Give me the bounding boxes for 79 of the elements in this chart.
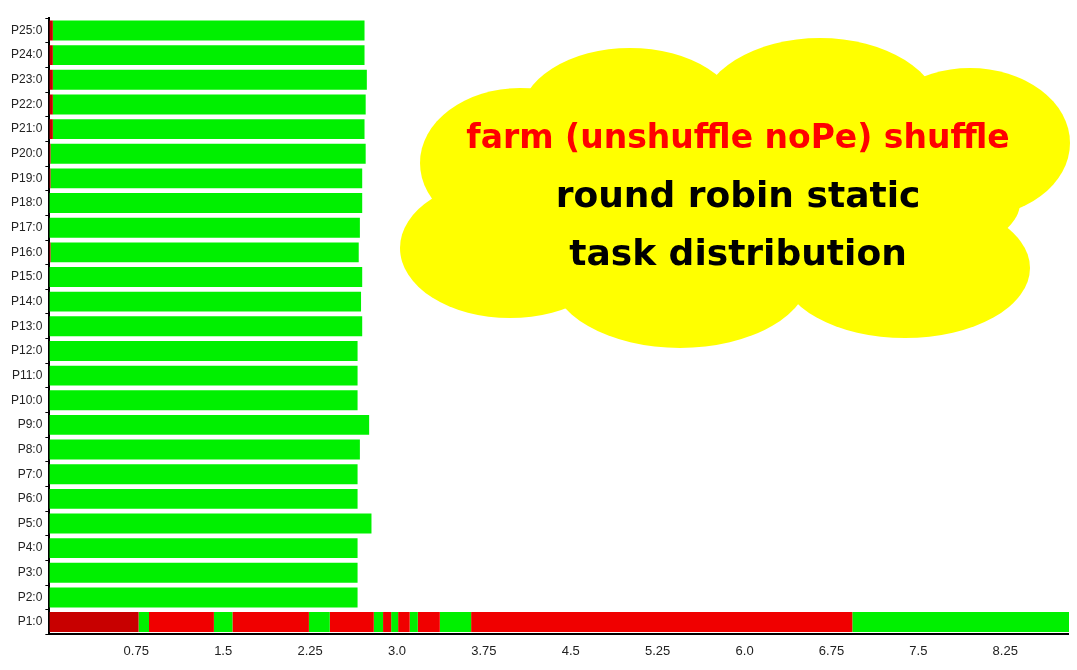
annotation: task distribution — [568, 231, 908, 275]
y-tick-label: P21:0 — [11, 121, 43, 136]
bar — [417, 612, 440, 633]
y-tick-label: P5:0 — [17, 515, 43, 530]
y-tick-label: P17:0 — [11, 220, 43, 235]
bar — [398, 612, 410, 633]
bar — [149, 612, 214, 633]
bar — [49, 488, 358, 509]
x-tick-label: 4.5 — [561, 642, 580, 658]
bar — [52, 45, 365, 66]
bar — [439, 612, 472, 633]
y-tick-label: P3:0 — [17, 565, 43, 580]
bar — [52, 119, 365, 140]
bar — [50, 168, 363, 189]
bar — [49, 538, 358, 559]
bar — [49, 439, 360, 460]
x-tick-label: 7.5 — [909, 642, 928, 658]
bar — [49, 562, 358, 583]
y-tick-label: P11:0 — [11, 367, 43, 382]
bar — [232, 612, 309, 633]
x-tick-label: 3.0 — [387, 642, 406, 658]
y-tick-label: P1:0 — [17, 614, 43, 629]
bar — [852, 612, 1069, 633]
y-tick-label: P9:0 — [17, 417, 43, 432]
y-tick-label: P15:0 — [11, 269, 43, 284]
y-tick-label: P25:0 — [11, 22, 43, 37]
y-tick-label: P10:0 — [11, 392, 43, 407]
bar — [52, 94, 366, 115]
y-tick-label: P8:0 — [17, 441, 43, 456]
annotation: round robin static — [554, 173, 922, 217]
y-tick-label: P2:0 — [17, 589, 43, 604]
bar — [49, 341, 358, 361]
bar — [49, 217, 360, 238]
bar — [49, 316, 363, 337]
bar — [49, 464, 358, 485]
y-tick-label: P24:0 — [11, 47, 43, 62]
bar — [409, 612, 418, 633]
bar — [373, 612, 384, 633]
y-tick-label: P6:0 — [17, 491, 43, 506]
x-tick-label: 3.75 — [471, 642, 497, 658]
bar — [49, 513, 372, 534]
y-tick-label: P16:0 — [11, 244, 43, 259]
bar — [49, 612, 139, 633]
x-tick-label: 2.25 — [297, 642, 323, 658]
x-tick-label: 8.25 — [992, 642, 1018, 658]
bar — [308, 612, 330, 633]
bar — [49, 414, 370, 435]
y-tick-label: P7:0 — [17, 466, 43, 481]
x-tick-label: 5.25 — [645, 642, 671, 658]
bar — [50, 242, 359, 263]
x-tick-label: 1.5 — [214, 642, 233, 658]
bar — [52, 69, 367, 90]
bar — [391, 612, 399, 633]
x-tick-label: 0.75 — [123, 642, 149, 658]
y-tick-label: P19:0 — [11, 170, 43, 185]
y-tick-label: P22:0 — [11, 96, 43, 111]
x-tick-label: 6.0 — [735, 642, 754, 658]
y-tick-label: P18:0 — [11, 195, 43, 210]
bar — [213, 612, 233, 633]
bar — [49, 390, 358, 411]
bar — [138, 612, 150, 633]
bar — [383, 612, 392, 633]
y-tick-label: P13:0 — [11, 318, 43, 333]
bar — [49, 267, 363, 287]
bar — [49, 365, 358, 386]
y-tick-label: P20:0 — [11, 146, 43, 161]
bar — [471, 612, 853, 633]
bar — [49, 291, 362, 312]
y-tick-label: P12:0 — [11, 343, 43, 358]
y-tick-label: P14:0 — [11, 293, 43, 308]
bar — [52, 20, 365, 41]
bar — [49, 193, 363, 214]
bar — [329, 612, 374, 633]
y-tick-label: P4:0 — [17, 540, 43, 555]
bar — [49, 587, 358, 608]
x-tick-label: 6.75 — [818, 642, 845, 658]
annotation: farm (unshuffle noPe) shuffle — [465, 116, 1011, 158]
y-tick-label: P23:0 — [11, 72, 43, 87]
bar — [50, 143, 366, 164]
